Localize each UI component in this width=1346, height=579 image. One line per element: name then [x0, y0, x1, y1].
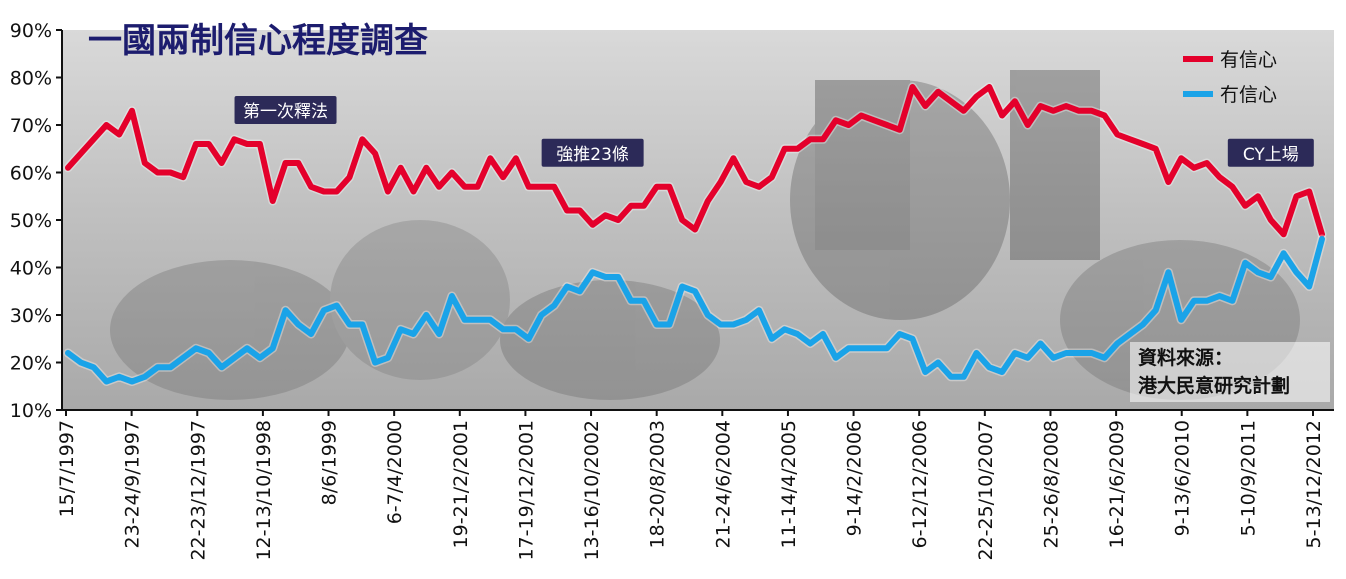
x-tick-label: 15/7/1997 [56, 420, 78, 517]
y-tick-label: 70% [10, 115, 52, 137]
x-tick-label: 22-23/12/1997 [187, 420, 209, 561]
y-tick-label: 50% [10, 210, 52, 232]
x-tick-label: 6-7/4/2000 [384, 420, 406, 524]
y-tick-label: 30% [10, 305, 52, 327]
x-tick-label: 9-14/2/2006 [844, 420, 866, 536]
x-tick-label: 22-25/10/2007 [975, 420, 997, 561]
x-tick-label: 23-24/9/1997 [122, 420, 144, 548]
x-tick-label: 18-20/8/2003 [647, 420, 669, 548]
series-line-confidence [65, 84, 1325, 238]
annotation-text: CY上場 [1243, 145, 1299, 165]
y-tick-label: 40% [10, 258, 52, 280]
annotation-label: 第一次釋法 [234, 96, 337, 124]
annotation-text: 第一次釋法 [243, 102, 328, 122]
x-tick-label: 9-13/6/2010 [1172, 420, 1194, 536]
x-tick-label: 8/6/1999 [319, 420, 341, 505]
legend-label-no-confidence: 冇信心 [1220, 84, 1277, 106]
y-tick-label: 80% [10, 68, 52, 90]
annotation-text: 強推23條 [556, 145, 629, 165]
x-tick-label: 25-26/8/2008 [1040, 420, 1062, 548]
x-tick-label: 5-10/9/2011 [1237, 420, 1259, 536]
x-tick-label: 11-14/4/2005 [778, 420, 800, 548]
x-tick-label: 19-21/2/2001 [450, 420, 472, 548]
x-tick-label: 13-16/10/2002 [581, 420, 603, 561]
y-tick-label: 10% [10, 400, 52, 422]
chart-title: 一國兩制信心程度調查 [88, 21, 428, 61]
y-tick-label: 90% [10, 20, 52, 42]
annotation-label: CY上場 [1227, 138, 1314, 167]
series-layer [63, 82, 1327, 386]
x-tick-label: 5-13/12/2012 [1303, 420, 1325, 548]
series-line-no-confidence [65, 236, 1325, 385]
x-tick-label: 16-21/6/2009 [1106, 420, 1128, 548]
legend: 有信心 冇信心 [1183, 49, 1277, 106]
legend-label-confidence: 有信心 [1220, 49, 1277, 71]
source-name: 港大民意研究計劃 [1138, 374, 1290, 397]
x-tick-label: 17-19/12/2001 [515, 420, 537, 561]
x-tick-label: 6-12/12/2006 [909, 420, 931, 548]
y-tick-label: 20% [10, 353, 52, 375]
source-note-bg [1130, 342, 1330, 402]
source-label: 資料來源： [1138, 346, 1233, 369]
annotation-box [1227, 138, 1314, 167]
y-axis-ticks: 10% 20% 30% 40% 50% 60% 70% 80% 90% [10, 20, 62, 422]
y-tick-label: 60% [10, 163, 52, 185]
x-tick-label: 12-13/10/1998 [253, 420, 275, 561]
x-axis-ticks: 15/7/1997 23-24/9/1997 22-23/12/1997 12-13/… [56, 410, 1325, 561]
x-tick-label: 21-24/6/2004 [712, 420, 734, 548]
annotation-box [234, 96, 337, 124]
annotation-box [541, 138, 644, 167]
annotation-label: 強推23條 [541, 138, 644, 167]
